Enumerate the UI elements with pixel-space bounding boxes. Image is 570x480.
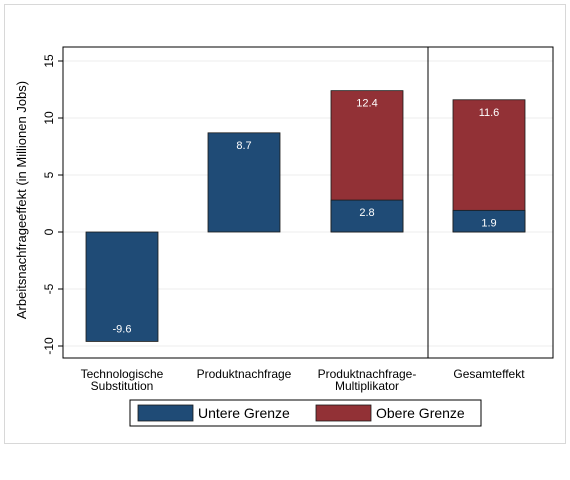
x-category-label: Technologische Substitution — [81, 367, 164, 393]
data-label-untere-grenze: -9.6 — [113, 323, 132, 335]
x-category-label-line: Multiplikator — [335, 379, 399, 393]
data-label-obere-grenze: 11.6 — [479, 107, 500, 119]
bars — [85, 90, 526, 342]
x-category-label: Produktnachfrage-Multiplikator — [318, 367, 417, 393]
data-label-untere-grenze: 1.9 — [481, 217, 496, 229]
y-tick-label: 0 — [42, 228, 56, 235]
x-category-label-line: Substitution — [91, 379, 154, 393]
x-category-label-line: Gesamteffekt — [453, 367, 525, 381]
bar-untere-grenze — [330, 199, 404, 233]
legend-item-obere-grenze-swatch — [315, 404, 372, 422]
legend-item-untere-grenze-label: Untere Grenze — [198, 405, 290, 421]
bar-untere-grenze — [85, 231, 159, 342]
y-tick-label: 5 — [42, 171, 56, 178]
y-tick-label: -10 — [42, 337, 56, 355]
labels: -9.6 Technologische Substitution 8.7 Produkt… — [81, 98, 526, 393]
bar-untere-grenze — [452, 209, 526, 233]
y-axis-label: Arbeitsnachfrageeffekt (in Millionen Job… — [14, 81, 29, 319]
legend: Untere Grenze Obere Grenze — [129, 399, 482, 427]
y-tick-label: 10 — [42, 111, 56, 125]
x-category-label: Produktnachfrage — [197, 367, 292, 381]
data-label-untere-grenze: 2.8 — [359, 207, 374, 219]
legend-item-obere-grenze-label: Obere Grenze — [376, 405, 465, 421]
y-tick-label: -5 — [42, 283, 56, 294]
x-category-label-line: Produktnachfrage- — [318, 367, 417, 381]
x-category-label-line: Produktnachfrage — [197, 367, 292, 381]
legend-item-untere-grenze-swatch — [137, 404, 194, 422]
data-label-obere-grenze: 12.4 — [356, 98, 377, 110]
bar-untere-grenze — [207, 132, 281, 233]
x-category-label-line: Technologische — [81, 367, 164, 381]
y-tick-label: 15 — [42, 54, 56, 68]
data-label-untere-grenze: 8.7 — [236, 140, 251, 152]
x-category-label: Gesamteffekt — [453, 367, 525, 381]
axes: 15 10 5 0 -5 -10 — [42, 46, 554, 359]
plot-border — [62, 46, 554, 359]
